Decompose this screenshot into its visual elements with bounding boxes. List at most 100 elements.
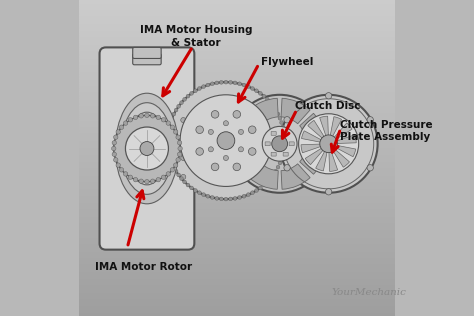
Circle shape bbox=[210, 82, 214, 86]
Bar bbox=[79, 186, 395, 188]
Text: Clutch Pressure
Plate Assembly: Clutch Pressure Plate Assembly bbox=[340, 120, 432, 143]
Bar bbox=[79, 104, 395, 106]
Bar bbox=[79, 276, 395, 278]
Bar bbox=[79, 295, 395, 297]
Circle shape bbox=[248, 148, 256, 155]
Bar bbox=[79, 264, 395, 265]
Circle shape bbox=[190, 91, 193, 95]
Bar bbox=[79, 314, 395, 316]
Wedge shape bbox=[319, 116, 328, 144]
Bar bbox=[79, 278, 395, 280]
Bar bbox=[79, 256, 395, 258]
Circle shape bbox=[128, 175, 133, 179]
Bar bbox=[79, 280, 395, 281]
Bar bbox=[79, 175, 395, 177]
Circle shape bbox=[116, 163, 120, 167]
Circle shape bbox=[282, 148, 285, 152]
Bar bbox=[79, 300, 395, 302]
Circle shape bbox=[186, 183, 190, 187]
Wedge shape bbox=[328, 144, 356, 157]
Circle shape bbox=[174, 108, 178, 112]
Circle shape bbox=[166, 148, 170, 152]
Circle shape bbox=[172, 165, 176, 169]
Circle shape bbox=[206, 83, 210, 87]
Circle shape bbox=[251, 87, 255, 90]
Circle shape bbox=[150, 179, 155, 183]
Circle shape bbox=[167, 125, 171, 129]
Bar bbox=[79, 40, 395, 41]
Circle shape bbox=[196, 148, 203, 155]
Bar bbox=[79, 87, 395, 88]
Circle shape bbox=[139, 179, 144, 183]
Circle shape bbox=[145, 113, 149, 118]
Bar bbox=[79, 90, 395, 92]
Bar bbox=[79, 139, 395, 141]
FancyBboxPatch shape bbox=[100, 47, 194, 250]
Circle shape bbox=[172, 112, 176, 116]
Ellipse shape bbox=[127, 112, 167, 185]
Bar bbox=[79, 156, 395, 158]
Bar bbox=[79, 82, 395, 84]
Circle shape bbox=[201, 85, 205, 88]
Bar bbox=[79, 267, 395, 269]
Circle shape bbox=[219, 197, 223, 201]
Bar bbox=[79, 191, 395, 193]
Bar bbox=[79, 174, 395, 175]
Circle shape bbox=[114, 158, 118, 162]
Circle shape bbox=[272, 136, 288, 152]
Bar bbox=[79, 177, 395, 179]
Circle shape bbox=[238, 147, 244, 152]
Circle shape bbox=[161, 118, 166, 122]
Circle shape bbox=[262, 126, 297, 161]
Bar bbox=[79, 81, 395, 82]
Bar bbox=[79, 172, 395, 174]
Circle shape bbox=[156, 115, 161, 119]
FancyBboxPatch shape bbox=[283, 152, 288, 156]
Circle shape bbox=[111, 146, 116, 151]
Wedge shape bbox=[328, 123, 352, 144]
Bar bbox=[79, 171, 395, 172]
Bar bbox=[79, 100, 395, 101]
Bar bbox=[79, 283, 395, 284]
Bar bbox=[79, 231, 395, 232]
Bar bbox=[79, 193, 395, 194]
Bar bbox=[79, 297, 395, 299]
Circle shape bbox=[209, 130, 213, 135]
Wedge shape bbox=[300, 145, 325, 174]
Circle shape bbox=[271, 173, 275, 177]
Bar bbox=[79, 254, 395, 256]
Bar bbox=[79, 133, 395, 134]
Bar bbox=[79, 49, 395, 51]
Circle shape bbox=[166, 121, 171, 125]
Circle shape bbox=[326, 93, 332, 99]
FancyArrowPatch shape bbox=[331, 131, 340, 152]
Wedge shape bbox=[281, 164, 310, 189]
Circle shape bbox=[233, 111, 241, 118]
Bar bbox=[79, 250, 395, 251]
Bar bbox=[79, 288, 395, 289]
Bar bbox=[79, 218, 395, 220]
Bar bbox=[79, 73, 395, 74]
Bar bbox=[79, 136, 395, 137]
Bar bbox=[79, 311, 395, 313]
Wedge shape bbox=[249, 98, 278, 124]
Circle shape bbox=[126, 127, 168, 170]
Bar bbox=[79, 117, 395, 118]
Bar bbox=[79, 234, 395, 235]
Wedge shape bbox=[305, 144, 328, 165]
Wedge shape bbox=[249, 164, 278, 189]
Bar bbox=[79, 166, 395, 167]
Bar bbox=[79, 180, 395, 182]
Bar bbox=[79, 226, 395, 228]
Circle shape bbox=[133, 178, 138, 182]
Bar bbox=[79, 3, 395, 5]
Bar bbox=[79, 115, 395, 117]
Bar bbox=[79, 269, 395, 270]
Bar bbox=[79, 55, 395, 57]
Bar bbox=[79, 212, 395, 213]
FancyArrowPatch shape bbox=[163, 49, 191, 96]
Bar bbox=[79, 14, 395, 16]
Bar bbox=[79, 74, 395, 76]
Circle shape bbox=[262, 183, 266, 187]
Circle shape bbox=[180, 177, 183, 180]
